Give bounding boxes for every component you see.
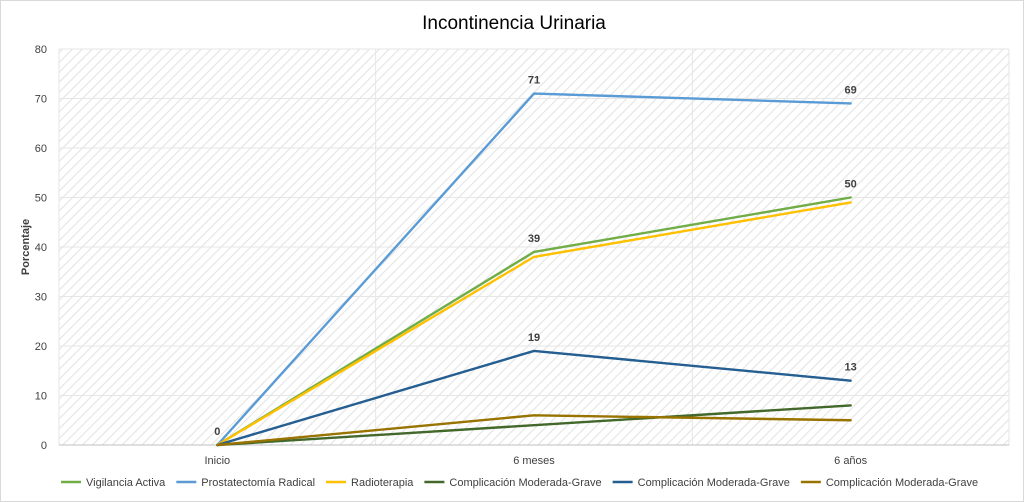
- data-label: 69: [845, 84, 857, 96]
- data-labels: 0 71 69 39 50 19 13: [214, 75, 857, 438]
- x-tick-label: 6 años: [834, 455, 868, 467]
- data-label: 13: [845, 362, 857, 374]
- x-tick-label: Inicio: [204, 455, 230, 467]
- data-label: 71: [528, 75, 540, 87]
- y-tick-label: 30: [35, 292, 47, 304]
- legend-entry: Complicación Moderada-Grave: [449, 477, 601, 489]
- data-label: 0: [214, 426, 220, 438]
- y-tick-label: 40: [35, 242, 47, 254]
- x-axis-ticks: Inicio 6 meses 6 años: [204, 455, 867, 467]
- series-line: [216, 201, 852, 447]
- y-axis-ticks: 0 10 20 30 40 50 60 70 80: [35, 44, 47, 452]
- y-tick-label: 60: [35, 143, 47, 155]
- y-tick-label: 50: [35, 193, 47, 205]
- data-label: 19: [528, 332, 540, 344]
- legend-entry: Prostatectomía Radical: [201, 477, 315, 489]
- series-lines: [216, 92, 852, 447]
- y-tick-label: 80: [35, 44, 47, 56]
- legend-entry: Radioterapia: [351, 477, 414, 489]
- legend: Vigilancia Activa Prostatectomía Radical R…: [61, 477, 978, 489]
- data-label: 39: [528, 233, 540, 245]
- series-line: [216, 414, 852, 447]
- series-line: [216, 196, 852, 447]
- y-axis-label: Porcentaje: [20, 219, 32, 275]
- data-label: 50: [845, 179, 857, 191]
- legend-entry: Complicación Moderada-Grave: [826, 477, 978, 489]
- y-tick-label: 0: [41, 440, 47, 452]
- series-line: [216, 349, 852, 447]
- chart-title: Incontinencia Urinaria: [422, 13, 606, 34]
- y-tick-label: 10: [35, 391, 47, 403]
- series-line: [216, 92, 852, 447]
- x-tick-label: 6 meses: [513, 455, 555, 467]
- legend-entry: Vigilancia Activa: [86, 477, 166, 489]
- y-tick-label: 20: [35, 341, 47, 353]
- y-tick-label: 70: [35, 94, 47, 106]
- legend-entry: Complicación Moderada-Grave: [638, 477, 790, 489]
- series-line: [216, 404, 852, 447]
